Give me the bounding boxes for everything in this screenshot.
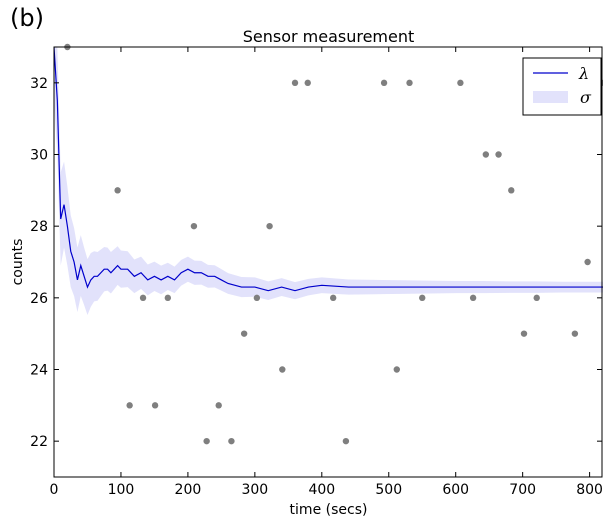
legend-sigma-label: σ — [580, 88, 592, 107]
y-tick-label: 26 — [30, 291, 48, 307]
measurement-point — [495, 151, 502, 158]
measurement-point — [342, 437, 350, 445]
measurement-point — [291, 79, 299, 87]
y-tick-label: 30 — [30, 148, 48, 164]
measurement-point — [508, 187, 515, 194]
y-axis-label: counts — [10, 239, 26, 286]
legend-box — [522, 57, 602, 116]
measurement-point — [266, 222, 273, 230]
measurement-point — [279, 366, 286, 373]
measurement-point — [114, 187, 121, 194]
measurement-point — [419, 294, 426, 302]
x-axis-label: time (secs) — [290, 502, 368, 517]
measurement-point — [164, 294, 172, 302]
panel-label: (b) — [10, 4, 44, 32]
legend-lambda-label: λ — [578, 64, 589, 83]
measurement-point — [482, 151, 490, 158]
measurement-point — [151, 402, 159, 409]
measurement-point — [190, 222, 198, 230]
measurement-point — [253, 294, 261, 302]
measurement-point — [520, 330, 528, 337]
y-tick-label: 28 — [30, 219, 48, 235]
measurement-point — [533, 294, 540, 302]
lambda-line — [54, 47, 603, 292]
x-tick-label: 700 — [509, 482, 536, 498]
x-tick-label: 400 — [308, 482, 335, 498]
plot-frame — [53, 46, 603, 478]
lambda-line-layer — [54, 47, 603, 292]
y-axis-ticks: 22 24 26 28 30 32 — [30, 76, 602, 450]
measurement-point — [329, 294, 337, 302]
measurement-point — [380, 79, 388, 87]
y-tick-label: 22 — [30, 434, 48, 450]
y-tick-label: 32 — [30, 76, 48, 92]
x-tick-label: 800 — [576, 482, 603, 498]
measurement-point — [469, 294, 477, 302]
measurement-point — [139, 294, 147, 302]
measurement-point — [126, 402, 133, 409]
measurement-point — [406, 79, 413, 87]
sigma-band — [54, 47, 603, 316]
sigma-band-layer — [54, 47, 603, 316]
x-tick-label: 600 — [442, 482, 469, 498]
x-tick-label: 0 — [50, 482, 59, 498]
x-tick-label: 100 — [108, 482, 135, 498]
measurement-point — [215, 402, 222, 409]
legend: λ σ — [522, 57, 602, 116]
x-tick-label: 300 — [241, 482, 268, 498]
measurement-point — [457, 79, 464, 87]
x-axis-ticks: 0 100 200 300 400 500 600 700 800 — [50, 47, 603, 498]
measurement-point — [584, 258, 591, 266]
measurement-point — [240, 330, 248, 337]
measurement-point — [203, 437, 210, 445]
y-tick-label: 24 — [30, 363, 48, 379]
measurement-points-layer — [64, 43, 603, 445]
measurement-point — [228, 437, 235, 445]
measurement-point — [304, 79, 311, 87]
x-tick-label: 200 — [175, 482, 202, 498]
measurement-point — [571, 330, 579, 337]
legend-sigma-swatch — [533, 91, 568, 103]
measurement-point — [393, 366, 400, 373]
x-tick-label: 500 — [375, 482, 402, 498]
chart-title: Sensor measurement — [243, 27, 415, 46]
